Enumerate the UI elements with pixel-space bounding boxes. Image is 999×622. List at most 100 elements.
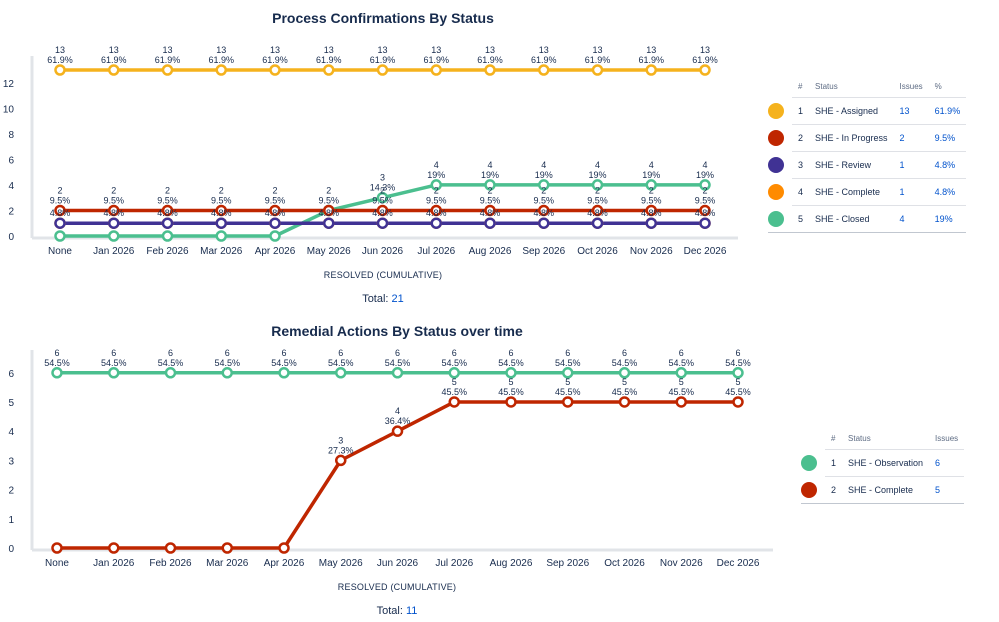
data-point[interactable] [269,204,281,217]
data-point[interactable] [376,64,389,76]
legend-row[interactable]: 3 SHE - Review 1 4.8% [768,151,967,179]
data-point[interactable] [618,396,631,408]
data-point[interactable] [376,191,389,204]
data-point[interactable] [430,217,442,229]
data-point[interactable] [484,204,496,217]
legend-row-issues[interactable]: 13 [893,97,929,125]
data-point[interactable] [51,367,63,379]
data-point[interactable] [221,367,233,379]
data-point[interactable] [699,64,711,76]
data-point[interactable] [51,542,63,554]
data-point[interactable] [108,542,120,554]
data-point[interactable] [538,179,550,191]
data-point[interactable] [164,367,177,379]
legend-row[interactable]: 2 SHE - In Progress 2 9.5% [768,124,967,152]
data-point[interactable] [215,204,227,217]
data-point[interactable] [645,64,657,76]
data-point[interactable] [161,204,174,217]
legend-row-issues[interactable]: 1 [893,178,929,206]
legend-row[interactable]: 4 SHE - Complete 1 4.8% [768,178,967,206]
data-point[interactable] [430,179,442,191]
legend-row-percent[interactable]: 4.8% [928,178,967,206]
data-point[interactable] [675,367,687,379]
data-point[interactable] [562,367,574,379]
data-point[interactable] [448,396,460,408]
data-point[interactable] [269,217,281,229]
data-label: 2 9.5% [50,185,71,205]
data-point[interactable] [376,204,389,217]
data-point[interactable] [645,179,657,191]
legend-row[interactable]: 1 SHE - Observation 6 [801,449,965,477]
data-point[interactable] [215,64,227,76]
data-point[interactable] [215,230,227,242]
data-point[interactable] [538,217,550,229]
legend-row[interactable]: 1 SHE - Assigned 13 61.9% [768,97,967,125]
legend-row-percent[interactable]: 61.9% [928,97,967,125]
data-point[interactable] [323,204,335,217]
data-point[interactable] [430,64,442,76]
legend-row-percent[interactable]: 4.8% [928,151,967,179]
data-point[interactable] [699,204,711,217]
data-point[interactable] [108,230,120,242]
data-point[interactable] [699,179,711,191]
data-point[interactable] [108,217,120,229]
data-point[interactable] [164,542,177,554]
data-point[interactable] [484,64,496,76]
data-point[interactable] [732,396,744,408]
data-point[interactable] [323,217,335,229]
data-point[interactable] [108,64,120,76]
legend-row-issues[interactable]: 1 [893,151,929,179]
legend-row-percent[interactable]: 9.5% [928,124,967,152]
data-point[interactable] [323,64,335,76]
data-point[interactable] [505,396,517,408]
data-point[interactable] [335,367,347,379]
data-point[interactable] [618,367,631,379]
data-point[interactable] [376,217,389,229]
data-point[interactable] [699,217,711,229]
data-point[interactable] [391,367,404,379]
data-point[interactable] [161,217,174,229]
data-point[interactable] [278,367,290,379]
legend-row-issues[interactable]: 2 [893,124,929,152]
legend-row-issues[interactable]: 4 [893,205,929,233]
data-point[interactable] [591,204,604,217]
data-point[interactable] [54,64,66,76]
legend-row-issues[interactable]: 5 [929,476,965,504]
data-point[interactable] [269,64,281,76]
data-point[interactable] [221,542,233,554]
data-point[interactable] [645,217,657,229]
data-point[interactable] [54,230,66,242]
data-point[interactable] [538,204,550,217]
data-point[interactable] [448,367,460,379]
data-point[interactable] [335,454,347,467]
data-point[interactable] [215,217,227,229]
data-point[interactable] [591,64,604,76]
data-point[interactable] [484,217,496,229]
data-point[interactable] [562,396,574,408]
data-point[interactable] [391,425,404,437]
data-point[interactable] [161,64,174,76]
legend-row-percent[interactable]: 19% [928,205,967,233]
data-point[interactable] [54,217,66,229]
data-point[interactable] [54,204,66,217]
data-point[interactable] [278,542,290,554]
data-point[interactable] [108,204,120,217]
data-point[interactable] [484,179,496,191]
data-point[interactable] [108,367,120,379]
data-point[interactable] [269,230,281,242]
data-point[interactable] [430,204,442,217]
data-point[interactable] [591,217,604,229]
data-point[interactable] [732,367,744,379]
data-point[interactable] [161,230,174,242]
data-point[interactable] [538,64,550,76]
data-point[interactable] [675,396,687,408]
total-value[interactable]: 11 [406,605,417,617]
data-label: 4 19% [696,160,714,180]
legend-row[interactable]: 2 SHE - Complete 5 [801,476,965,504]
legend-row-issues[interactable]: 6 [929,449,965,477]
data-point[interactable] [505,367,517,379]
data-point[interactable] [591,179,604,191]
data-point[interactable] [645,204,657,217]
total-value[interactable]: 21 [392,293,404,305]
legend-row[interactable]: 5 SHE - Closed 4 19% [768,205,967,233]
